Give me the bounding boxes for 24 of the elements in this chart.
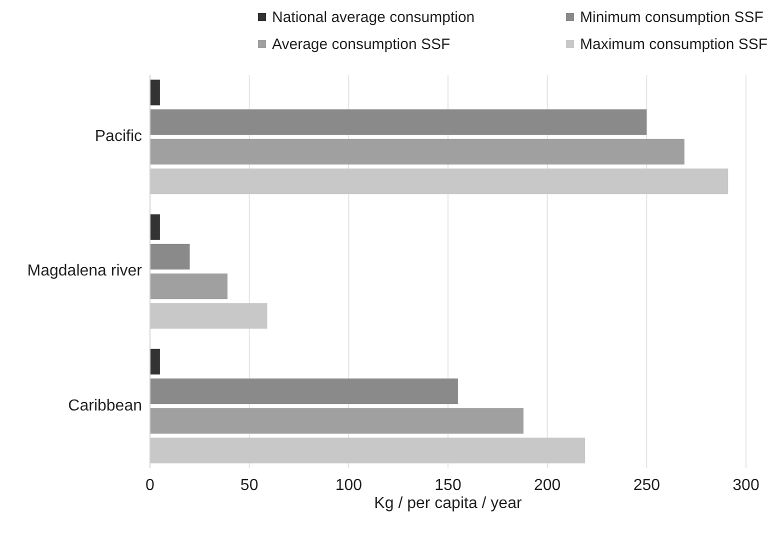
legend-label: National average consumption: [272, 8, 475, 26]
x-tick-label: 250: [633, 477, 660, 494]
bar: [150, 109, 647, 135]
x-tick-label: 100: [335, 477, 362, 494]
y-tick-label: Magdalena river: [27, 262, 143, 280]
bar: [150, 378, 458, 404]
x-tick-label: 0: [146, 477, 155, 494]
legend-label: Maximum consumption SSF: [580, 36, 768, 53]
y-tick-label: Pacific: [94, 128, 142, 146]
x-tick-label: 50: [240, 477, 258, 494]
y-tick-label: Caribbean: [68, 397, 142, 414]
legend-label: Minimum consumption SSF: [580, 8, 764, 26]
x-tick-label: 200: [534, 477, 561, 494]
bar: [150, 274, 228, 300]
legend-label: Average consumption SSF: [272, 36, 450, 53]
bar: [150, 214, 160, 240]
x-tick-label: 300: [732, 477, 760, 494]
bar: [150, 80, 160, 106]
x-tick-label: 150: [434, 477, 462, 494]
bar: [150, 348, 160, 374]
bar: [150, 244, 190, 270]
bar: [150, 138, 684, 165]
x-axis-title: Kg / per capita / year: [374, 495, 522, 512]
bar: [150, 408, 524, 434]
